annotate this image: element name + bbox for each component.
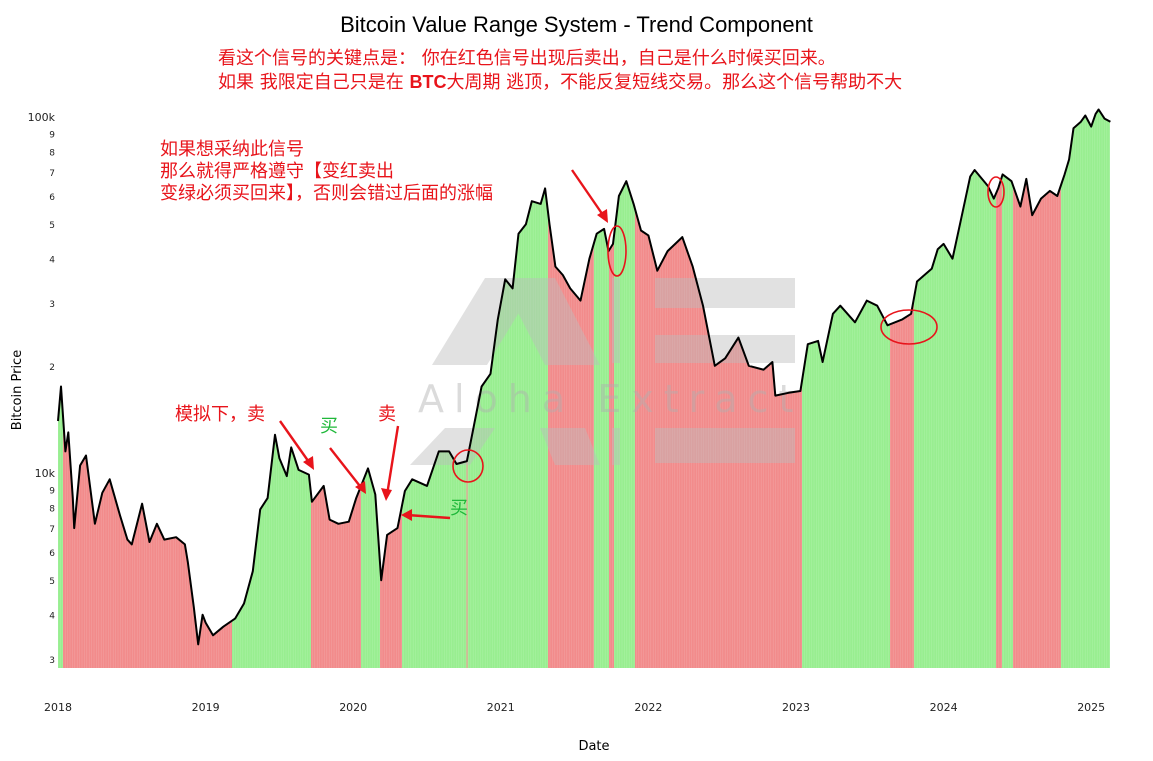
x-axis-title: Date xyxy=(578,739,609,754)
x-tick-label: 2025 xyxy=(1077,701,1105,714)
x-tick-label: 2024 xyxy=(930,701,958,714)
arrow-line xyxy=(329,447,364,491)
y-axis: 100k 9 8 7 6 5 4 3 2 10k 9 8 7 6 5 4 3 xyxy=(28,111,56,666)
chart-title: Bitcoin Value Range System - Trend Compo… xyxy=(340,12,813,37)
subtitle-line-2-a: 如果 我限定自己只是在 xyxy=(218,72,410,93)
regime-bar-bullish xyxy=(593,109,609,668)
annotation-sell-2: 卖 xyxy=(378,404,396,425)
arrowhead-icon xyxy=(355,481,366,494)
y-tick-label: 2 xyxy=(49,363,55,373)
regime-bar-bearish xyxy=(890,109,914,668)
y-tick-label: 7 xyxy=(49,525,55,535)
x-tick-label: 2023 xyxy=(782,701,810,714)
x-axis: 2018 2019 2020 2021 2022 2023 2024 2025 xyxy=(44,701,1105,714)
regime-bar-bullish xyxy=(913,109,996,668)
y-tick-label: 10k xyxy=(35,467,56,480)
regime-bar-bearish xyxy=(608,109,615,668)
subtitle-line-2-c: 大周期 逃顶，不能反复短线交易。那么这个信号帮助不大 xyxy=(446,72,903,93)
subtitle-line-2: 如果 我限定自己只是在 BTC大周期 逃顶，不能反复短线交易。那么这个信号帮助不… xyxy=(218,68,902,94)
highlight-circle xyxy=(607,225,627,277)
watermark-text: Aloha Extract xyxy=(418,377,803,421)
watermark-logo: Aloha Extract xyxy=(410,278,803,465)
regime-bar-bullish xyxy=(1002,109,1013,668)
annotation-buy-1: 买 xyxy=(320,416,338,437)
arrow-line xyxy=(406,513,451,520)
y-axis-title: Bitcoin Price xyxy=(10,350,25,430)
x-tick-label: 2019 xyxy=(192,701,220,714)
note-line-3: 变绿必须买回来】，否则会错过后面的涨幅 xyxy=(160,183,493,204)
arrowhead-icon xyxy=(597,209,608,223)
regime-bar-bullish xyxy=(1060,109,1110,668)
y-tick-label: 3 xyxy=(49,656,55,666)
x-tick-label: 2022 xyxy=(634,701,662,714)
arrowhead-icon xyxy=(303,456,314,470)
annotation-marks xyxy=(279,169,1005,521)
y-tick-label: 7 xyxy=(49,169,55,179)
y-tick-label: 9 xyxy=(49,130,55,140)
arrow-line xyxy=(385,425,400,496)
highlight-circle xyxy=(452,449,484,483)
y-tick-label: 4 xyxy=(49,256,55,266)
regime-bar-bearish xyxy=(995,109,1003,668)
y-tick-label: 8 xyxy=(49,504,55,514)
y-tick-label: 4 xyxy=(49,612,55,622)
y-tick-label: 3 xyxy=(49,300,55,310)
highlight-circle xyxy=(880,309,938,345)
x-tick-label: 2021 xyxy=(487,701,515,714)
note-line-2: 那么就得严格遵守【变红卖出 xyxy=(160,161,394,182)
y-tick-label: 6 xyxy=(49,549,55,559)
arrow-line xyxy=(571,169,606,219)
highlight-circle xyxy=(987,176,1005,208)
x-tick-label: 2020 xyxy=(339,701,367,714)
arrowhead-icon xyxy=(401,509,412,521)
regime-bar-bullish xyxy=(802,109,891,668)
y-tick-label: 8 xyxy=(49,148,55,158)
annotation-simulate-sell: 模拟下，卖 xyxy=(175,404,265,425)
regime-bar-bullish xyxy=(614,109,635,668)
subtitle-btc: BTC xyxy=(409,72,447,92)
note-line-1: 如果想采纳此信号 xyxy=(160,139,304,160)
arrow-line xyxy=(279,420,312,466)
y-tick-label: 9 xyxy=(49,486,55,496)
y-tick-label: 5 xyxy=(49,577,55,587)
annotation-buy-2: 买 xyxy=(450,498,468,519)
x-tick-label: 2018 xyxy=(44,701,72,714)
subtitle-line-1: 看这个信号的关键点是： 你在红色信号出现后卖出，自己是什么时候买回来。 xyxy=(218,48,836,69)
y-tick-label: 6 xyxy=(49,193,55,203)
y-tick-label: 5 xyxy=(49,221,55,231)
y-tick-label: 100k xyxy=(28,111,56,124)
arrowhead-icon xyxy=(381,488,392,501)
price-line xyxy=(57,108,1111,646)
